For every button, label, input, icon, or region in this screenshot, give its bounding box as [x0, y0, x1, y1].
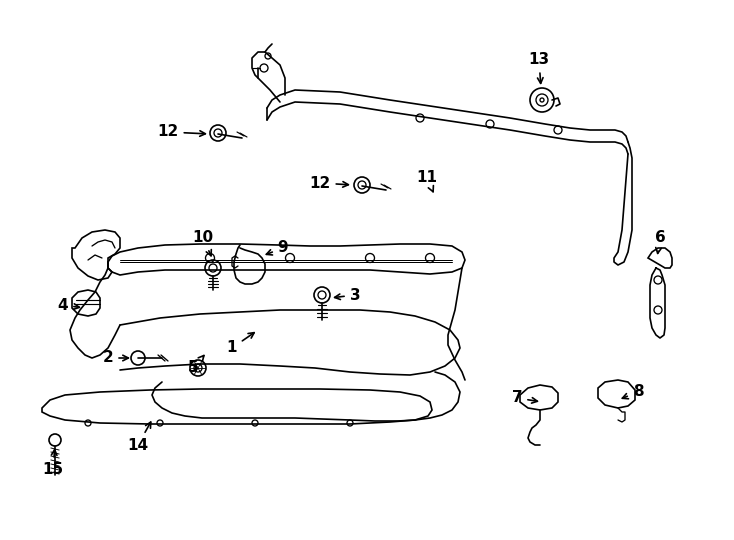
Text: 6: 6: [655, 231, 666, 253]
Text: 10: 10: [192, 231, 214, 256]
Text: 2: 2: [103, 350, 128, 366]
Text: 7: 7: [512, 390, 537, 406]
Text: 1: 1: [227, 333, 254, 355]
Text: 5: 5: [188, 355, 204, 375]
Text: 9: 9: [266, 240, 288, 255]
Text: 4: 4: [58, 298, 79, 313]
Text: 13: 13: [528, 52, 550, 83]
Text: 14: 14: [128, 422, 150, 453]
Text: 11: 11: [416, 171, 437, 192]
Text: 15: 15: [43, 450, 64, 477]
Text: 12: 12: [157, 125, 206, 139]
Text: 8: 8: [622, 384, 643, 400]
Text: 12: 12: [309, 176, 349, 191]
Text: 3: 3: [335, 287, 360, 302]
